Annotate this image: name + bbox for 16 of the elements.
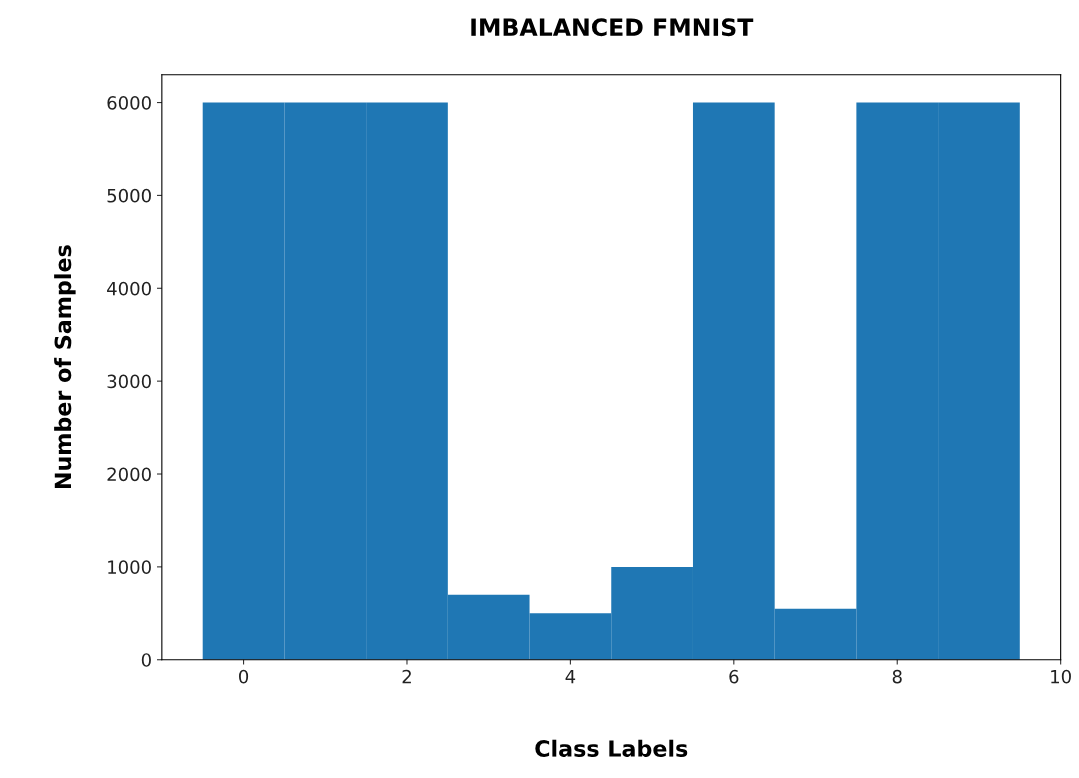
y-tick-label: 5000: [107, 188, 151, 203]
x-tick-label: 8: [892, 669, 902, 684]
y-tick-label: 0: [141, 653, 151, 667]
y-tick-label: 2000: [107, 467, 151, 482]
y-tick-label: 3000: [107, 374, 151, 389]
y-tick-label: 1000: [108, 560, 151, 574]
x-tick-label: 2: [402, 669, 411, 684]
y-tick-label: 6000: [107, 96, 151, 110]
y-tick-label: 4000: [107, 281, 151, 296]
x-tick-label: 0: [239, 669, 249, 684]
x-axis-title: Class Labels: [535, 739, 688, 757]
x-tick-label: 10: [1051, 669, 1071, 684]
x-tick-label: 6: [729, 669, 739, 684]
chart-title: IMBALANCED FMNIST: [471, 18, 754, 37]
y-axis-title: Number of Samples: [54, 245, 76, 489]
x-tick-label: 4: [565, 670, 576, 684]
